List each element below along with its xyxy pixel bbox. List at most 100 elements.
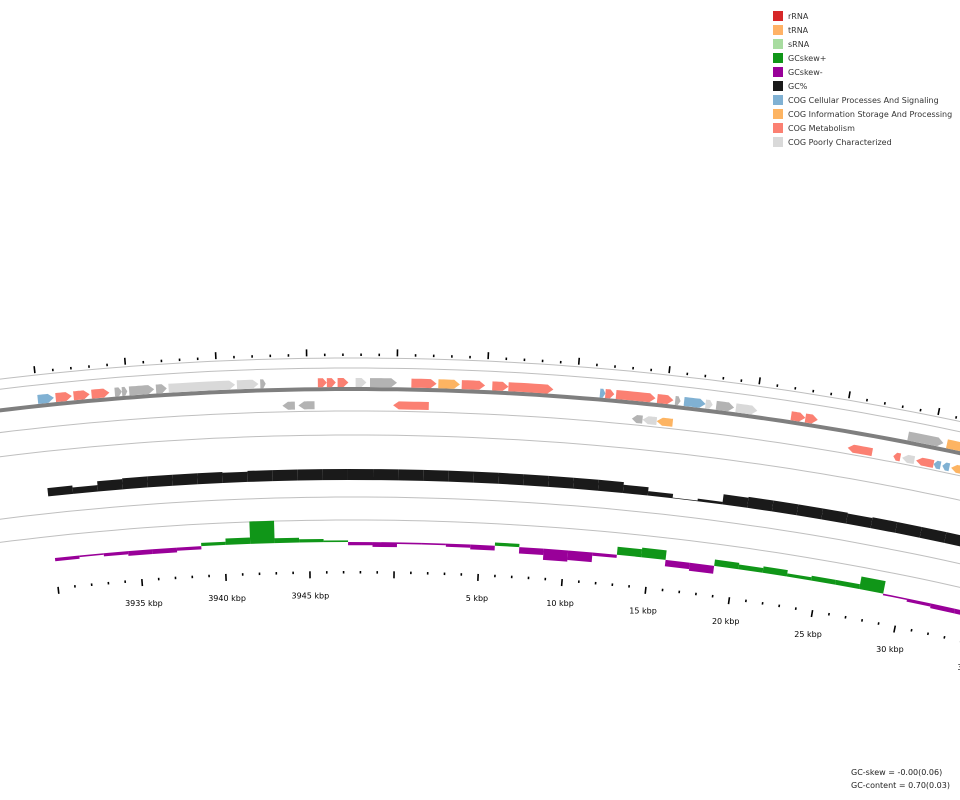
- minor-tick: [955, 415, 958, 419]
- legend-swatch: [773, 39, 783, 49]
- gene-forward: [121, 386, 128, 397]
- gc-content-stat: GC-content = 0.70(0.03): [851, 781, 950, 790]
- gene-forward: [73, 390, 90, 401]
- gene-forward: [735, 403, 758, 415]
- major-tick: [560, 579, 563, 587]
- gc-bar: [647, 491, 674, 499]
- gc-skew-negative: [688, 562, 715, 574]
- gc-bar: [821, 508, 848, 524]
- legend-swatch: [773, 123, 783, 133]
- tick-label: 3945 kbp: [291, 591, 329, 600]
- legend-swatch: [773, 53, 783, 63]
- gene-forward: [128, 385, 155, 396]
- gc-bar: [347, 469, 374, 481]
- gene-reverse: [656, 417, 674, 427]
- gc-bar: [297, 469, 323, 481]
- gc-skew-positive: [616, 546, 643, 558]
- legend-swatch: [773, 95, 783, 105]
- gc-bar: [222, 471, 248, 483]
- gc-skew-positive: [299, 538, 324, 543]
- major-tick: [848, 391, 851, 399]
- gc-bar: [895, 522, 922, 538]
- track-line: [0, 357, 960, 423]
- gc-skew-negative: [518, 547, 544, 556]
- gc-skew-negative: [396, 542, 422, 545]
- gene-reverse: [942, 462, 951, 472]
- gc-skew-negative: [567, 550, 593, 563]
- gc-bar: [72, 485, 99, 494]
- legend-swatch: [773, 137, 783, 147]
- legend-item: tRNA: [773, 23, 952, 37]
- inner-ruler: [57, 571, 960, 643]
- gene-forward: [790, 411, 806, 422]
- gc-bar: [597, 479, 624, 494]
- tick-label: 15 kbp: [629, 607, 657, 616]
- gc-skew-negative: [470, 544, 495, 551]
- gc-bar: [97, 479, 123, 492]
- track-line: [0, 519, 960, 588]
- gc-skew-track: [54, 520, 960, 615]
- gene-forward: [656, 394, 674, 405]
- major-tick: [577, 357, 581, 365]
- major-tick: [893, 625, 897, 633]
- gc-skew-positive: [641, 547, 667, 560]
- major-tick: [644, 586, 647, 594]
- gc-skew-negative: [372, 542, 398, 548]
- gc-skew-positive: [786, 573, 812, 581]
- gene-forward: [946, 439, 960, 452]
- gc-skew-positive: [274, 537, 300, 544]
- gc-skew-positive: [225, 537, 251, 545]
- legend-label: GC%: [788, 81, 808, 91]
- gene-forward: [317, 378, 327, 388]
- legend-item: COG Metabolism: [773, 121, 952, 135]
- gc-skew-positive: [810, 575, 836, 585]
- major-tick: [123, 357, 127, 365]
- minor-tick: [926, 632, 930, 636]
- gene-forward: [114, 387, 122, 397]
- minor-tick: [943, 635, 946, 639]
- legend-swatch: [773, 109, 783, 119]
- gc-skew-negative: [176, 546, 202, 551]
- gc-skew-negative: [348, 542, 373, 546]
- gc-skew-negative: [128, 549, 153, 556]
- gc-bar: [697, 498, 723, 505]
- gene-forward: [370, 378, 397, 388]
- legend-item: GCskew+: [773, 51, 952, 65]
- gene-reverse: [298, 401, 315, 410]
- gc-skew-positive: [323, 540, 349, 543]
- gene-reverse: [393, 401, 429, 410]
- gc-skew-positive: [835, 579, 861, 590]
- gene-reverse: [902, 454, 916, 465]
- gene-forward: [355, 378, 367, 387]
- gene-forward: [683, 397, 706, 408]
- gc-bar: [548, 475, 574, 489]
- gc-bar: [523, 474, 549, 487]
- gene-forward: [337, 378, 349, 387]
- legend-label: COG Cellular Processes And Signaling: [788, 95, 939, 105]
- legend-label: COG Information Storage And Processing: [788, 109, 953, 119]
- gc-bar: [498, 472, 524, 486]
- gc-skew-negative: [953, 608, 960, 615]
- gene-forward: [326, 378, 336, 388]
- legend-label: sRNA: [788, 39, 810, 49]
- gc-skew-negative: [592, 552, 617, 558]
- gc-bar: [398, 469, 424, 481]
- gc-skew-negative: [152, 547, 178, 555]
- gc-skew-positive: [762, 566, 788, 577]
- gc-bar: [247, 470, 273, 482]
- gene-forward: [492, 381, 509, 391]
- legend-item: GC%: [773, 79, 952, 93]
- major-tick: [141, 579, 144, 587]
- legend-item: COG Information Storage And Processing: [773, 107, 952, 121]
- major-tick: [727, 597, 731, 605]
- gc-skew-negative: [54, 555, 80, 562]
- gene-forward: [605, 389, 615, 399]
- gene-forward: [599, 388, 606, 398]
- gene-forward: [168, 380, 236, 393]
- gene-forward: [461, 380, 486, 390]
- gc-bar: [672, 497, 698, 502]
- gc-skew-positive: [494, 542, 520, 548]
- tick-label: 25 kbp: [794, 630, 822, 639]
- gc-bar: [448, 470, 474, 483]
